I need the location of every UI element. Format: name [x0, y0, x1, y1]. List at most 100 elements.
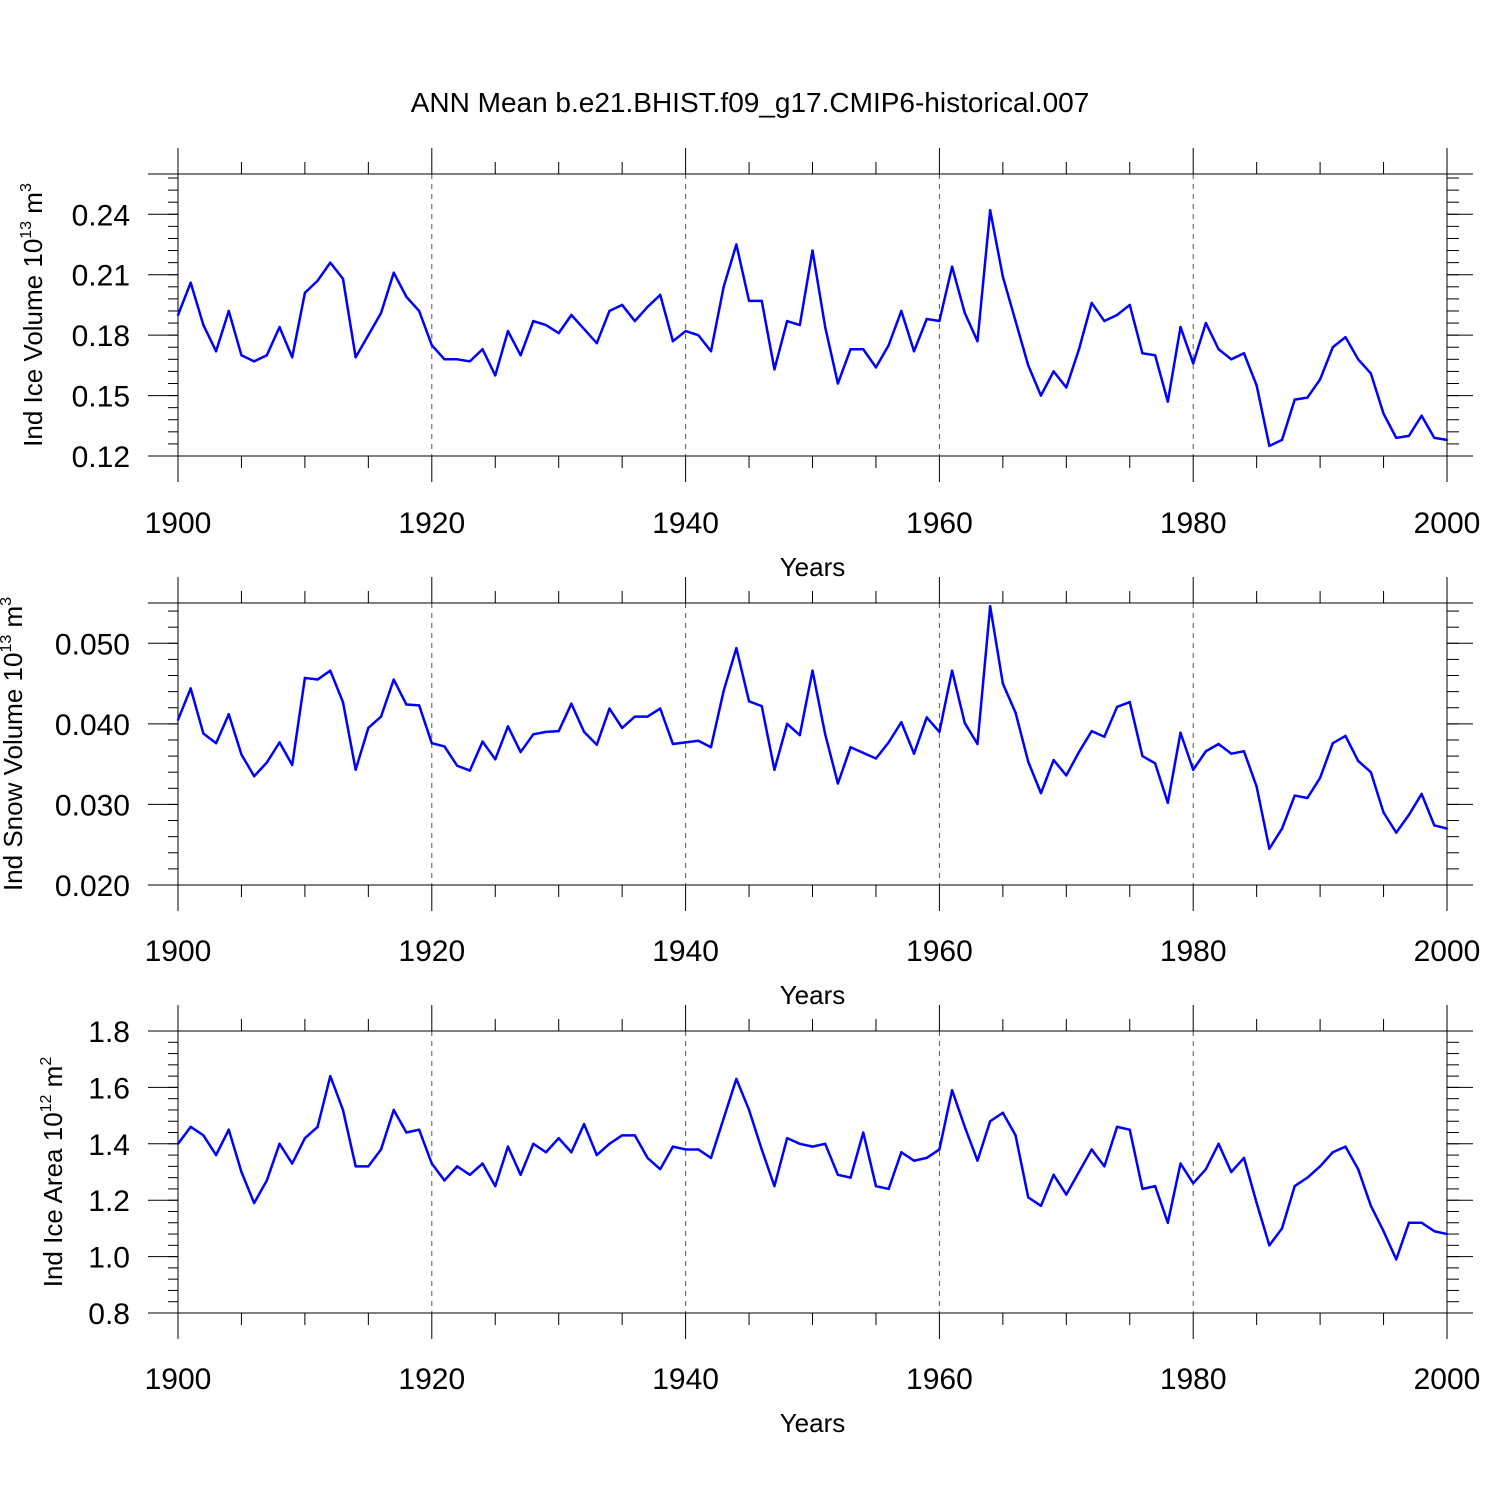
- data-point: [367, 1165, 370, 1168]
- data-point: [494, 1184, 497, 1188]
- data-point: [252, 775, 256, 778]
- data-point: [202, 1134, 205, 1137]
- data-point: [316, 1125, 319, 1129]
- data-point: [823, 1142, 827, 1146]
- data-point: [925, 716, 928, 719]
- data-point: [1344, 1145, 1347, 1148]
- data-point: [341, 700, 345, 704]
- data-point: [938, 1148, 941, 1151]
- data-point: [1052, 1173, 1055, 1177]
- data-point: [862, 1131, 865, 1134]
- data-point: [1204, 321, 1208, 325]
- data-point: [912, 1159, 916, 1162]
- data-point: [1433, 1230, 1436, 1233]
- data-point: [240, 1170, 243, 1174]
- data-point: [303, 1136, 307, 1140]
- data-point: [1090, 301, 1093, 305]
- data-point: [354, 356, 357, 359]
- x-tick-label: 1940: [652, 507, 719, 540]
- data-point: [455, 358, 459, 361]
- data-point: [697, 333, 700, 337]
- data-point: [659, 1167, 662, 1171]
- y-axis-label-text: Ind Snow Volume 10: [0, 653, 28, 892]
- data-point: [582, 1122, 586, 1126]
- panel-3: 0.8 1.0 1.2 1.4 1.6 1.8 1900 1920 1940 1960 1980 20…: [38, 1005, 1480, 1438]
- data-point: [176, 313, 180, 317]
- data-point: [798, 1142, 802, 1146]
- data-point: [988, 209, 992, 212]
- data-point: [430, 741, 433, 745]
- data-point: [1001, 275, 1005, 278]
- x-tick-label: 1960: [906, 1363, 973, 1396]
- data-point: [671, 339, 675, 343]
- x-tick-label: 1940: [652, 935, 719, 968]
- data-point: [874, 1184, 878, 1188]
- data-point: [709, 350, 713, 353]
- data-point: [1318, 1165, 1322, 1168]
- data-point: [1192, 1182, 1195, 1185]
- data-point: [354, 1165, 357, 1168]
- data-point: [608, 707, 611, 710]
- y-tick-label: 0.15: [72, 381, 130, 414]
- data-point: [582, 730, 586, 734]
- data-point: [1318, 378, 1322, 381]
- data-point: [506, 725, 510, 728]
- data-point: [468, 360, 472, 363]
- data-point: [202, 732, 205, 735]
- data-point: [1407, 813, 1411, 817]
- data-point: [291, 356, 294, 359]
- y-axis-label-superscript: 3: [18, 183, 35, 192]
- data-point: [379, 311, 383, 315]
- x-axis-label: Years: [780, 552, 846, 582]
- data-point: [468, 769, 472, 772]
- data-point: [1331, 1151, 1334, 1154]
- data-point: [430, 344, 433, 347]
- data-point: [278, 741, 281, 744]
- data-point: [494, 374, 497, 377]
- data-point: [1356, 358, 1360, 361]
- x-tick-label: 1980: [1160, 1363, 1227, 1396]
- x-tick-label: 1920: [398, 1363, 465, 1396]
- y-tick-label: 1.6: [88, 1072, 130, 1105]
- data-point: [1166, 400, 1170, 403]
- data-point: [735, 243, 738, 246]
- data-point: [227, 712, 230, 716]
- panels: 0.12 0.15 0.18 0.21 0.24 1900 1920 1940 1960 1980…: [0, 148, 1480, 1438]
- data-point: [1141, 352, 1144, 355]
- data-point: [633, 319, 637, 323]
- data-point: [417, 704, 421, 707]
- data-point: [785, 1136, 789, 1140]
- data-point: [570, 313, 573, 317]
- data-point: [1318, 776, 1322, 780]
- data-point: [836, 382, 840, 385]
- data-point: [189, 281, 192, 284]
- data-point: [570, 1151, 573, 1154]
- data-point: [1153, 354, 1157, 357]
- data-point: [1242, 1156, 1246, 1160]
- data-point: [329, 261, 332, 264]
- y-axis-label-text: m: [38, 1066, 68, 1095]
- data-point: [646, 1156, 649, 1160]
- data-point: [1268, 444, 1271, 448]
- data-point: [1306, 796, 1309, 800]
- data-point: [557, 331, 560, 335]
- data-point: [798, 323, 802, 327]
- data-point: [1445, 438, 1449, 442]
- data-point: [379, 715, 383, 718]
- data-point: [1356, 1167, 1360, 1171]
- data-point: [316, 678, 319, 681]
- data-point: [684, 329, 687, 333]
- data-point: [988, 1120, 992, 1123]
- data-point: [265, 1179, 269, 1182]
- data-point: [1306, 1176, 1309, 1179]
- data-point: [227, 1128, 230, 1131]
- data-point: [1369, 372, 1373, 375]
- data-point: [1128, 700, 1131, 704]
- x-tick-label: 1900: [145, 507, 212, 540]
- data-point: [278, 325, 281, 329]
- data-point: [544, 1151, 548, 1154]
- data-point: [671, 1145, 675, 1148]
- data-point: [1153, 1184, 1157, 1188]
- data-point: [1115, 1125, 1119, 1129]
